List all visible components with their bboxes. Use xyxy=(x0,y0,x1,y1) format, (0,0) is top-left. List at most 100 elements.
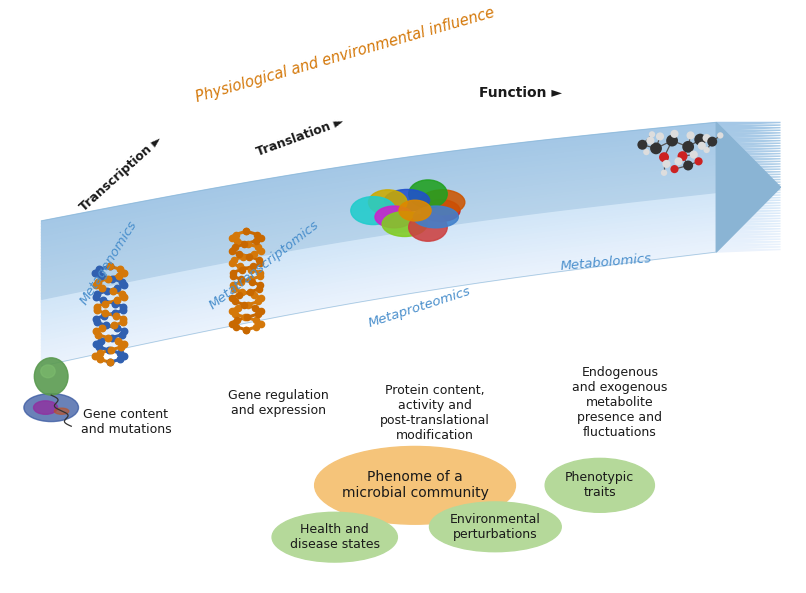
Point xyxy=(111,324,124,333)
Point xyxy=(89,292,102,302)
Polygon shape xyxy=(42,138,780,241)
Point xyxy=(251,310,264,319)
Point xyxy=(115,330,128,339)
Point xyxy=(103,358,116,367)
Point xyxy=(252,255,265,264)
Point xyxy=(672,157,685,166)
Polygon shape xyxy=(42,221,780,334)
Text: Function ►: Function ► xyxy=(480,85,563,100)
Point xyxy=(245,265,258,275)
Point xyxy=(97,296,110,305)
Point xyxy=(226,319,239,329)
Ellipse shape xyxy=(41,365,55,378)
Point xyxy=(114,342,127,352)
Point xyxy=(93,355,106,364)
Point xyxy=(636,140,649,149)
Point xyxy=(102,274,114,283)
Point xyxy=(238,300,251,310)
Text: Metabolomics: Metabolomics xyxy=(559,252,652,273)
Polygon shape xyxy=(42,242,780,358)
Point xyxy=(228,243,241,252)
Point xyxy=(644,136,657,145)
Point xyxy=(92,277,105,286)
Point xyxy=(106,274,118,283)
Point xyxy=(247,262,260,271)
Polygon shape xyxy=(42,177,780,285)
Polygon shape xyxy=(42,141,780,244)
Text: Environmental
perturbations: Environmental perturbations xyxy=(450,513,541,541)
Point xyxy=(254,280,267,290)
Polygon shape xyxy=(42,154,780,259)
Ellipse shape xyxy=(272,512,397,562)
Point xyxy=(237,252,250,262)
Polygon shape xyxy=(42,156,780,262)
Point xyxy=(240,325,253,334)
Point xyxy=(226,259,239,268)
Point xyxy=(117,302,130,311)
Point xyxy=(101,286,114,296)
Point xyxy=(89,314,102,324)
Point xyxy=(102,345,115,355)
Polygon shape xyxy=(42,250,780,366)
Polygon shape xyxy=(42,247,780,363)
Point xyxy=(247,249,260,259)
Text: Protein content,
activity and
post-translational
modification: Protein content, activity and post-trans… xyxy=(380,384,490,442)
Polygon shape xyxy=(42,237,780,352)
Point xyxy=(236,287,249,296)
Point xyxy=(107,320,120,330)
Ellipse shape xyxy=(413,206,459,228)
Point xyxy=(254,294,267,303)
Point xyxy=(243,252,256,262)
Point xyxy=(666,136,679,145)
Point xyxy=(240,325,253,334)
Ellipse shape xyxy=(430,502,561,551)
Ellipse shape xyxy=(545,458,654,512)
Point xyxy=(230,315,243,325)
Point xyxy=(254,306,267,315)
Polygon shape xyxy=(42,211,780,323)
Text: Physiological and environmental influence: Physiological and environmental influenc… xyxy=(194,5,496,105)
Point xyxy=(244,287,257,296)
Text: Gene regulation
and expression: Gene regulation and expression xyxy=(228,390,329,417)
Polygon shape xyxy=(42,169,780,276)
Text: Metaproteomics: Metaproteomics xyxy=(367,285,472,330)
Point xyxy=(694,135,707,144)
Point xyxy=(115,277,128,286)
Point xyxy=(245,275,258,284)
Polygon shape xyxy=(42,127,780,229)
Point xyxy=(658,168,671,177)
Point xyxy=(110,296,123,305)
Ellipse shape xyxy=(409,180,447,208)
Point xyxy=(113,271,126,280)
Point xyxy=(117,314,130,324)
Polygon shape xyxy=(42,125,780,227)
Polygon shape xyxy=(42,213,780,326)
Point xyxy=(251,296,264,306)
Point xyxy=(90,302,103,311)
Ellipse shape xyxy=(382,212,427,237)
Text: Metatranscriptomics: Metatranscriptomics xyxy=(206,218,321,312)
Point xyxy=(90,305,103,314)
Point xyxy=(248,303,261,313)
Point xyxy=(640,147,653,157)
Polygon shape xyxy=(42,234,780,349)
Point xyxy=(676,151,689,161)
Text: Metagenomics: Metagenomics xyxy=(77,218,140,307)
Polygon shape xyxy=(42,182,780,291)
Point xyxy=(89,268,102,278)
Point xyxy=(117,305,130,314)
Text: Endogenous
and exogenous
metabolite
presence and
fluctuations: Endogenous and exogenous metabolite pres… xyxy=(572,366,667,439)
Point xyxy=(226,268,239,278)
Polygon shape xyxy=(42,174,780,282)
Polygon shape xyxy=(42,130,780,232)
Point xyxy=(98,299,111,308)
Point xyxy=(228,296,241,306)
Point xyxy=(682,142,695,152)
Point xyxy=(91,289,104,299)
Point xyxy=(99,320,112,330)
Point xyxy=(242,240,255,249)
Point xyxy=(118,268,131,278)
Point xyxy=(93,264,106,274)
Text: Phenotypic
traits: Phenotypic traits xyxy=(565,471,634,499)
Ellipse shape xyxy=(384,189,430,211)
